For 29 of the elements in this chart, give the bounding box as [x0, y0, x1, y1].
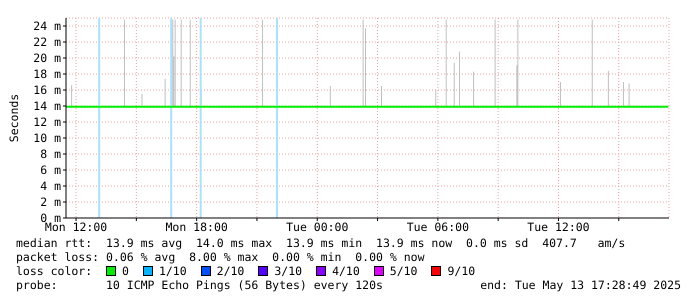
legend-title: loss color:: [16, 264, 94, 278]
y-tick-label: 14 m: [33, 99, 62, 114]
y-tick-label: 18 m: [33, 67, 62, 82]
text: probe: 10 ICMP Echo Pings (56 Bytes) every 120s: [16, 278, 383, 292]
y-tick-label: 6 m: [40, 163, 62, 178]
y-tick-label: 16 m: [33, 83, 62, 98]
y-tick-label: 10 m: [33, 131, 62, 146]
y-tick-label: 22 m: [33, 35, 62, 50]
legend-label: 9/10: [447, 264, 476, 278]
y-tick-label: 2 m: [40, 195, 62, 210]
legend-label: 2/10: [216, 264, 244, 278]
y-tick-label: 12 m: [33, 115, 62, 130]
legend-label: 1/10: [158, 264, 187, 278]
text: end: Tue May 13 17:28:49 2025: [480, 278, 681, 292]
legend-label: 5/10: [390, 264, 418, 278]
legend-label: 0: [122, 264, 129, 278]
y-tick-label: 8 m: [40, 147, 62, 162]
y-tick-label: 20 m: [33, 51, 62, 66]
x-tick-label: Tue 06:00: [406, 220, 470, 234]
y-tick-label: 24 m: [33, 19, 62, 34]
y-tick-label: 4 m: [40, 179, 62, 194]
x-tick-label: Tue 00:00: [286, 220, 348, 234]
text: median rtt: 13.9 ms avg 14.0 ms max 13.9 ms min 13.9 ms now 0.0 ms sd 407.7 am/s: [16, 236, 626, 250]
text: packet loss: 0.06 % avg 8.00 % max 0.00 % min 0.00 % now: [16, 250, 426, 264]
y-axis-title: Seconds: [7, 94, 22, 142]
legend-label: 4/10: [332, 264, 360, 278]
legend-label: 3/10: [274, 264, 302, 278]
x-tick-label: Mon 18:00: [165, 220, 228, 234]
x-tick-label: Tue 12:00: [527, 220, 590, 234]
